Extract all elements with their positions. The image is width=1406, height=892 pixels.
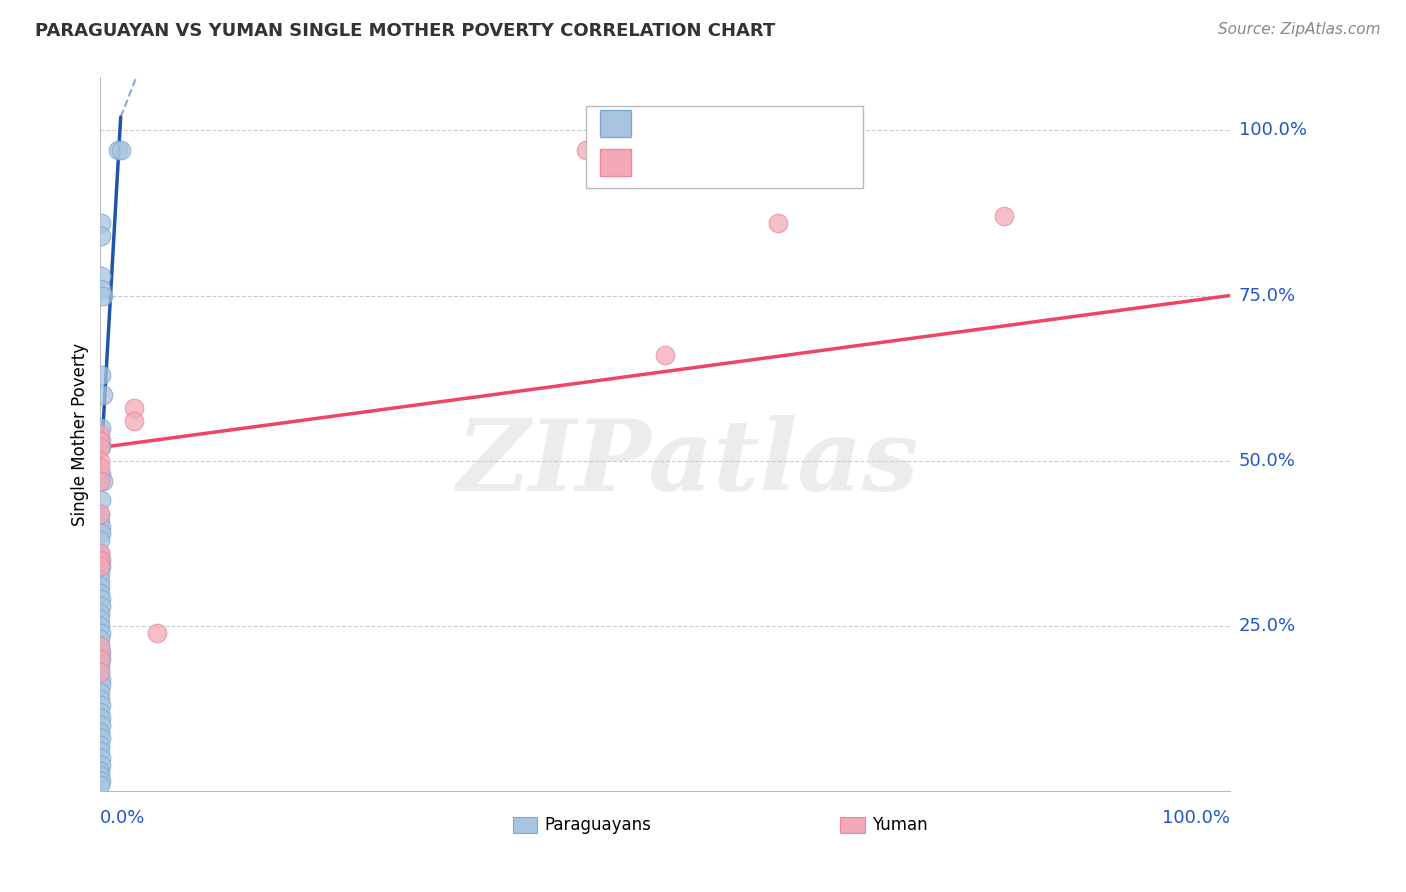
Point <box>90 592 112 607</box>
Point <box>89 441 111 455</box>
Point <box>89 533 111 547</box>
Text: R = 0.419: R = 0.419 <box>645 114 742 133</box>
Point <box>110 143 132 157</box>
Text: ZIPatlas: ZIPatlas <box>457 415 920 511</box>
Point <box>89 764 111 779</box>
Text: 0.0%: 0.0% <box>100 809 146 827</box>
Point <box>89 639 111 653</box>
Bar <box>513 817 537 832</box>
Point <box>89 652 111 666</box>
Text: 100.0%: 100.0% <box>1161 809 1230 827</box>
Point <box>90 731 112 746</box>
Point <box>90 229 112 244</box>
Point <box>89 559 111 574</box>
Text: 100.0%: 100.0% <box>1239 121 1308 139</box>
Point <box>90 441 112 455</box>
Point <box>89 546 111 560</box>
Point <box>90 526 112 541</box>
Point <box>89 658 111 673</box>
Point <box>107 143 129 157</box>
FancyBboxPatch shape <box>586 106 863 188</box>
Text: Yuman: Yuman <box>872 815 928 834</box>
Point <box>90 698 112 713</box>
Point <box>91 288 114 302</box>
Point <box>90 672 112 686</box>
Point <box>89 507 111 521</box>
Point <box>89 566 111 580</box>
Point <box>89 665 111 680</box>
Point <box>89 691 111 706</box>
Text: N = 57: N = 57 <box>752 114 820 133</box>
Bar <box>841 817 865 832</box>
Point <box>146 625 169 640</box>
Point <box>90 774 112 789</box>
Bar <box>599 149 631 176</box>
Text: 75.0%: 75.0% <box>1239 286 1296 304</box>
Point <box>89 474 111 488</box>
Point <box>89 606 111 620</box>
Point <box>90 553 112 567</box>
Point <box>91 474 114 488</box>
Point <box>89 705 111 719</box>
Point <box>89 573 111 587</box>
Point <box>89 460 111 475</box>
Point <box>90 559 112 574</box>
Point <box>90 757 112 772</box>
Text: Paraguayans: Paraguayans <box>544 815 651 834</box>
Point <box>90 268 112 283</box>
Point <box>90 751 112 765</box>
Point <box>89 427 111 442</box>
Point <box>90 368 112 382</box>
Point <box>89 586 111 600</box>
Point <box>90 216 112 230</box>
Point <box>89 579 111 593</box>
Point <box>89 553 111 567</box>
Text: R = 0.252: R = 0.252 <box>645 153 742 171</box>
Point <box>90 493 112 508</box>
Text: 50.0%: 50.0% <box>1239 451 1296 470</box>
Point <box>993 209 1015 223</box>
Point <box>90 420 112 434</box>
Point <box>90 282 112 296</box>
Point <box>89 724 111 739</box>
Y-axis label: Single Mother Poverty: Single Mother Poverty <box>72 343 89 526</box>
Point <box>89 434 111 448</box>
Point <box>90 599 112 613</box>
Point <box>89 744 111 758</box>
Point <box>90 652 112 666</box>
Point <box>89 777 111 791</box>
Point <box>89 619 111 633</box>
Point <box>89 767 111 781</box>
Point <box>90 467 112 481</box>
Point <box>89 546 111 560</box>
Point <box>575 143 598 157</box>
Point <box>90 678 112 692</box>
Point <box>89 665 111 680</box>
Text: PARAGUAYAN VS YUMAN SINGLE MOTHER POVERTY CORRELATION CHART: PARAGUAYAN VS YUMAN SINGLE MOTHER POVERT… <box>35 22 775 40</box>
Point <box>89 612 111 626</box>
Point <box>89 632 111 647</box>
Point <box>90 718 112 732</box>
Point <box>89 513 111 527</box>
Point <box>90 434 112 448</box>
Point <box>89 738 111 752</box>
Point <box>89 507 111 521</box>
Point <box>89 639 111 653</box>
Point <box>90 520 112 534</box>
Point <box>122 414 145 428</box>
Point <box>654 348 676 362</box>
Text: N = 20: N = 20 <box>752 153 820 171</box>
Point <box>766 216 789 230</box>
Point <box>90 645 112 659</box>
Point <box>89 685 111 699</box>
Text: Source: ZipAtlas.com: Source: ZipAtlas.com <box>1218 22 1381 37</box>
Point <box>90 711 112 725</box>
Point <box>89 453 111 467</box>
Point <box>91 387 114 401</box>
Point <box>122 401 145 415</box>
Point <box>90 625 112 640</box>
Text: 25.0%: 25.0% <box>1239 617 1296 635</box>
Bar <box>599 110 631 137</box>
